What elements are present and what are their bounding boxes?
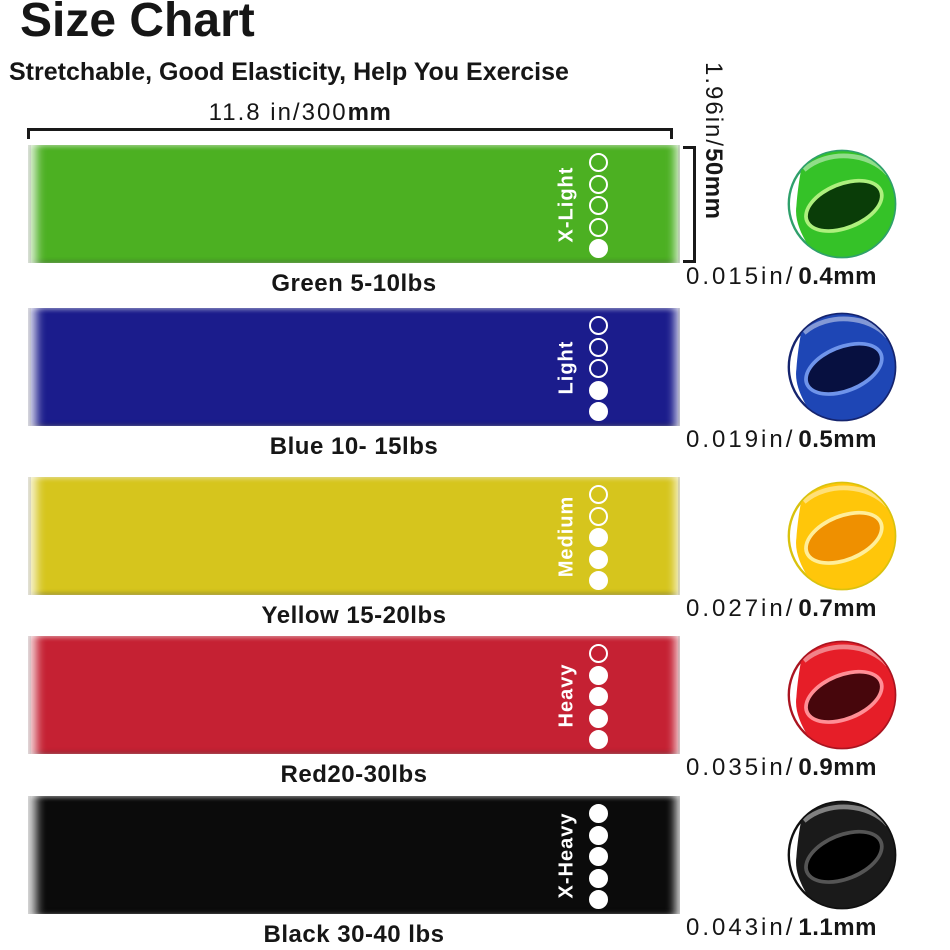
band-row-blue: Light Blue 10- 15lbs 0.019in/0.5mm — [28, 308, 950, 473]
folded-band-illustration — [787, 800, 897, 910]
thickness-inches: 0.015in/ — [686, 263, 796, 290]
band-strength-label-text: X-Heavy — [555, 812, 578, 898]
resistance-level-dots — [589, 153, 608, 258]
thickness-mm: 0.4mm — [798, 263, 877, 290]
thickness-inches: 0.027in/ — [686, 595, 796, 622]
resistance-dot-filled — [589, 847, 608, 866]
resistance-level-dots — [589, 804, 608, 909]
folded-band-photo — [785, 798, 899, 912]
resistance-dot-filled — [589, 868, 608, 888]
band-strength-label-text: Light — [555, 340, 578, 394]
resistance-dot-empty — [589, 485, 608, 504]
resistance-dot-filled — [589, 730, 608, 749]
thickness-mm: 0.7mm — [798, 595, 877, 622]
thickness-label: 0.035in/0.9mm — [686, 755, 877, 781]
band-caption: Green 5-10lbs — [271, 270, 437, 297]
folded-band-photo — [785, 479, 899, 593]
resistance-level-dots — [589, 485, 608, 590]
resistance-level-dots — [589, 644, 608, 749]
height-dimension-label: 1.96in/50mm — [699, 62, 727, 272]
band-caption: Black 30-40 lbs — [263, 921, 445, 948]
thickness-inches: 0.043in/ — [686, 914, 796, 941]
page-title: Size Chart — [20, 0, 255, 47]
band-strength-label: Light — [551, 308, 583, 426]
thickness-inches: 0.019in/ — [686, 426, 796, 453]
resistance-dot-empty — [589, 644, 608, 663]
folded-band-photo — [785, 147, 899, 261]
band-caption: Yellow 15-20lbs — [261, 602, 447, 629]
resistance-dot-empty — [589, 153, 608, 172]
resistance-dot-filled — [589, 804, 608, 823]
width-dimension-label: 11.8 in/300mm — [0, 99, 600, 127]
resistance-dot-empty — [589, 337, 608, 357]
band-green: X-Light — [28, 145, 680, 263]
height-dimension-bracket — [683, 146, 696, 263]
resistance-dot-filled — [589, 825, 608, 845]
folded-band-illustration — [787, 481, 897, 591]
width-dimension-unit: mm — [347, 99, 392, 126]
folded-band-illustration — [787, 149, 897, 259]
resistance-dot-filled — [589, 549, 608, 569]
resistance-dot-empty — [589, 174, 608, 194]
resistance-dot-filled — [589, 708, 608, 728]
band-strength-label-text: Heavy — [555, 663, 578, 727]
height-dimension-value: 1.96in/ — [700, 62, 727, 149]
thickness-mm: 0.5mm — [798, 426, 877, 453]
band-red: Heavy — [28, 636, 680, 754]
folded-band-photo — [785, 638, 899, 752]
band-strength-label: Medium — [551, 477, 583, 595]
folded-band-photo — [785, 310, 899, 424]
resistance-dot-filled — [589, 571, 608, 590]
resistance-dot-filled — [589, 687, 608, 706]
resistance-level-dots — [589, 316, 608, 421]
resistance-dot-empty — [589, 506, 608, 526]
resistance-dot-empty — [589, 359, 608, 378]
band-strength-label: Heavy — [551, 636, 583, 754]
band-strength-label-text: Medium — [555, 495, 578, 577]
resistance-dot-empty — [589, 196, 608, 215]
resistance-dot-filled — [589, 239, 608, 258]
band-yellow: Medium — [28, 477, 680, 595]
folded-band-illustration — [787, 312, 897, 422]
band-row-black: X-Heavy Black 30-40 lbs 0.043in/1.1mm — [28, 796, 950, 950]
band-strength-label: X-Light — [551, 145, 583, 263]
thickness-label: 0.015in/0.4mm — [686, 264, 877, 290]
folded-band-illustration — [787, 640, 897, 750]
width-dimension-bracket — [27, 128, 673, 139]
thickness-label: 0.019in/0.5mm — [686, 427, 877, 453]
band-row-yellow: Medium Yellow 15-20lbs 0.027in/0.7mm — [28, 477, 950, 642]
band-caption: Red20-30lbs — [280, 761, 428, 788]
band-blue: Light — [28, 308, 680, 426]
thickness-mm: 0.9mm — [798, 754, 877, 781]
resistance-dot-empty — [589, 316, 608, 335]
thickness-inches: 0.035in/ — [686, 754, 796, 781]
thickness-label: 0.027in/0.7mm — [686, 596, 877, 622]
thickness-mm: 1.1mm — [798, 914, 877, 941]
band-black: X-Heavy — [28, 796, 680, 914]
resistance-dot-filled — [589, 402, 608, 421]
resistance-dot-filled — [589, 380, 608, 400]
band-row-green: X-Light Green 5-10lbs 0.015in/0.4mm — [28, 145, 950, 310]
width-dimension-value: 11.8 in/300 — [208, 99, 348, 126]
resistance-dot-empty — [589, 217, 608, 237]
resistance-dot-filled — [589, 528, 608, 547]
height-dimension-unit: 50mm — [700, 148, 727, 220]
thickness-label: 0.043in/1.1mm — [686, 915, 877, 941]
page-subtitle: Stretchable, Good Elasticity, Help You E… — [9, 58, 569, 86]
band-row-red: Heavy Red20-30lbs 0.035in/0.9mm — [28, 636, 950, 801]
resistance-dot-filled — [589, 665, 608, 685]
band-strength-label-text: X-Light — [555, 166, 578, 242]
band-strength-label: X-Heavy — [551, 796, 583, 914]
band-caption: Blue 10- 15lbs — [269, 433, 439, 460]
resistance-dot-filled — [589, 890, 608, 909]
